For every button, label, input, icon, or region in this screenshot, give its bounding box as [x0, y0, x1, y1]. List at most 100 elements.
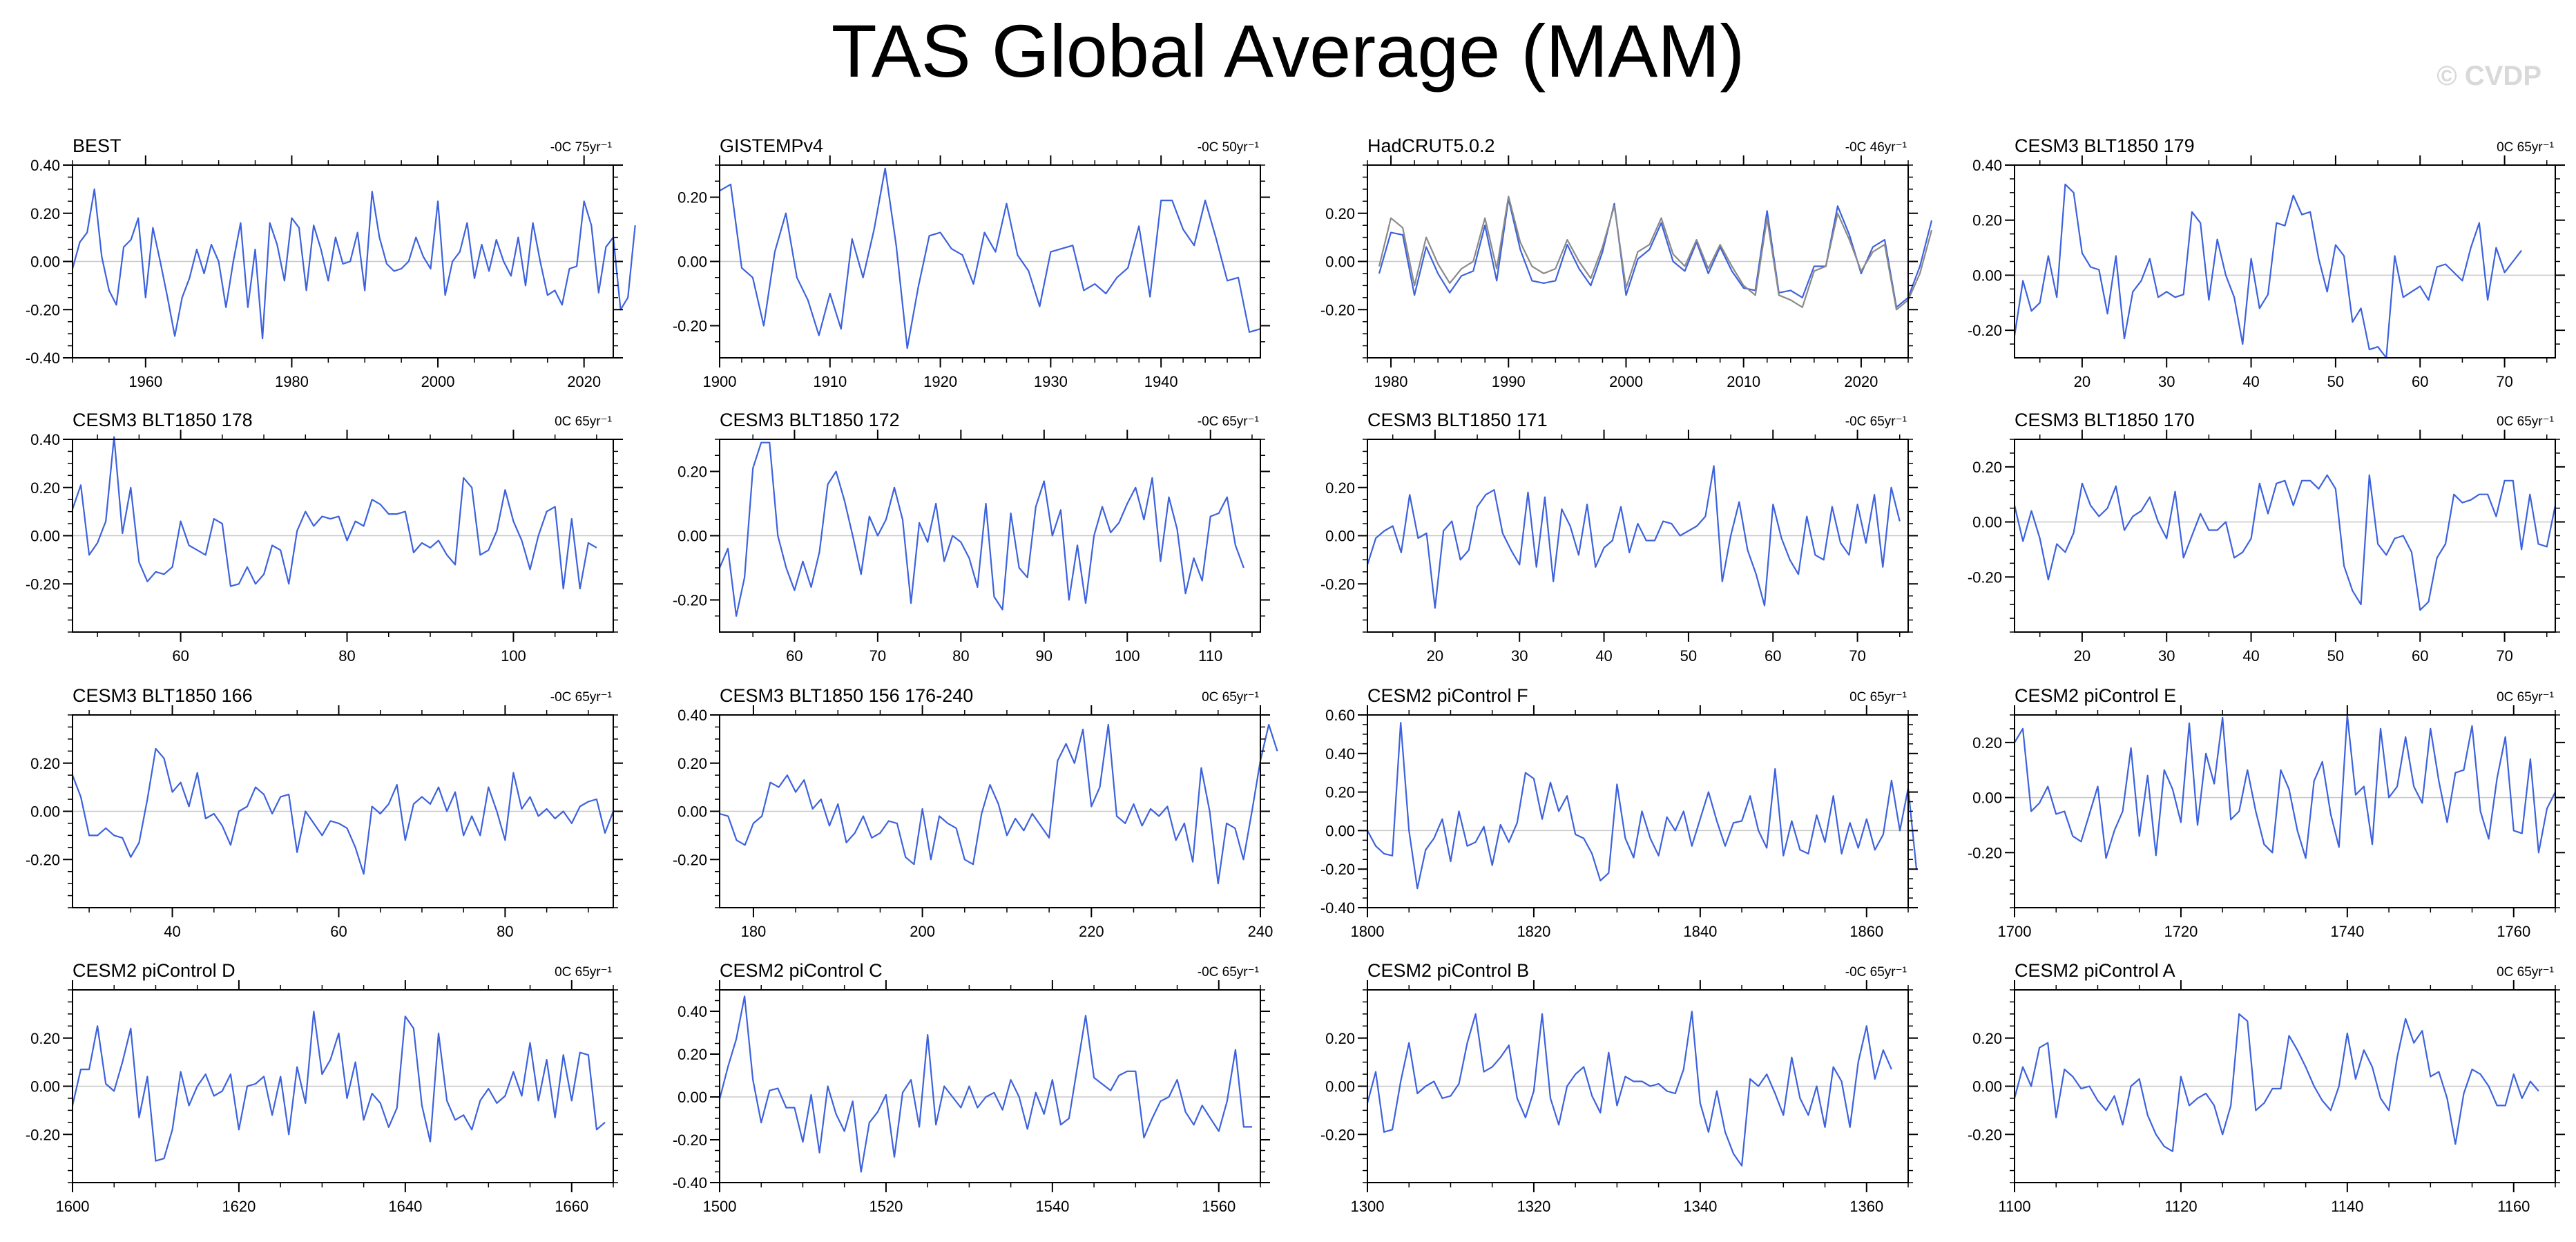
x-tick-label: 240	[1248, 923, 1273, 940]
series-line	[71, 436, 597, 590]
x-tick-label: 80	[497, 923, 513, 940]
panel-title: CESM2 piControl C	[720, 960, 883, 981]
x-tick-label: 60	[2412, 373, 2428, 390]
x-tick-label: 80	[338, 647, 355, 665]
x-tick-label: 1960	[128, 373, 162, 390]
x-tick-label: 1900	[703, 373, 737, 390]
y-tick-label: 0.20	[30, 479, 60, 497]
x-tick-label: 50	[2327, 373, 2344, 390]
x-tick-label: 60	[330, 923, 347, 940]
y-tick-label: 0.20	[30, 1030, 60, 1047]
y-tick-label: 0.20	[30, 205, 60, 222]
x-tick-label: 80	[952, 647, 969, 665]
trend-label: 0C 65yr⁻¹	[555, 965, 612, 980]
chart-panel: CESM3 BLT1850 166 -0C 65yr⁻¹ -0.20 0.00 0.20…	[26, 685, 623, 940]
panel-title: CESM3 BLT1850 172	[720, 410, 900, 430]
x-tick-label: 1980	[275, 373, 309, 390]
trend-label: 0C 65yr⁻¹	[1202, 690, 1259, 705]
x-tick-label: 1930	[1034, 373, 1068, 390]
x-tick-label: 70	[1849, 647, 1865, 665]
y-tick-label: 0.40	[30, 157, 60, 174]
y-tick-label: 0.20	[30, 755, 60, 772]
series-line	[71, 1011, 606, 1162]
x-tick-label: 2020	[567, 373, 601, 390]
series-line	[71, 747, 615, 875]
x-tick-label: 1720	[2164, 923, 2198, 940]
series-line	[2014, 714, 2556, 859]
chart-panel: CESM3 BLT1850 178 0C 65yr⁻¹ -0.20 0.00 0.20 0…	[26, 410, 623, 665]
panel-title: HadCRUT5.0.2	[1367, 135, 1495, 156]
x-tick-label: 1600	[56, 1198, 90, 1215]
x-tick-label: 1980	[1374, 373, 1408, 390]
y-tick-label: -0.20	[1320, 575, 1355, 593]
trend-label: 0C 65yr⁻¹	[2497, 965, 2554, 980]
y-tick-label: 0.20	[677, 1046, 707, 1063]
x-tick-label: 20	[2074, 373, 2090, 390]
y-tick-label: -0.20	[673, 592, 707, 609]
x-tick-label: 40	[2242, 373, 2259, 390]
x-tick-label: 1800	[1351, 923, 1385, 940]
x-tick-label: 1320	[1517, 1198, 1550, 1215]
x-tick-label: 50	[2327, 647, 2344, 665]
x-tick-label: 1360	[1849, 1198, 1883, 1215]
y-tick-label: -0.20	[26, 851, 60, 868]
y-tick-label: 0.00	[1325, 528, 1355, 545]
plot-frame	[2014, 439, 2556, 633]
x-tick-label: 1340	[1683, 1198, 1717, 1215]
x-tick-label: 60	[786, 647, 802, 665]
trend-label: 0C 65yr⁻¹	[2497, 414, 2554, 429]
y-tick-label: -0.20	[26, 1126, 60, 1143]
y-tick-label: 0.00	[1325, 1078, 1355, 1096]
x-tick-label: 1700	[1998, 923, 2032, 940]
trend-label: 0C 65yr⁻¹	[555, 414, 612, 429]
x-tick-label: 1160	[2497, 1198, 2530, 1215]
y-tick-label: -0.20	[673, 318, 707, 335]
panel-title: CESM2 piControl E	[2015, 685, 2176, 706]
y-tick-label: -0.20	[1968, 322, 2002, 339]
x-tick-label: 2000	[421, 373, 455, 390]
x-tick-label: 220	[1079, 923, 1104, 940]
y-tick-label: 0.00	[677, 1089, 707, 1106]
x-tick-label: 40	[1595, 647, 1612, 665]
series-line	[1378, 198, 1933, 308]
x-tick-label: 70	[869, 647, 886, 665]
y-tick-label: -0.20	[1968, 569, 2002, 586]
x-tick-label: 30	[1511, 647, 1528, 665]
chart-panel: CESM2 piControl E 0C 65yr⁻¹ -0.20 0.00 0.20 1…	[1968, 685, 2565, 940]
x-tick-label: 200	[910, 923, 935, 940]
trend-label: 0C 65yr⁻¹	[1849, 690, 1907, 705]
y-tick-label: 0.20	[677, 755, 707, 772]
panel-title: CESM3 BLT1850 166	[73, 685, 253, 706]
y-tick-label: 0.20	[677, 189, 707, 207]
x-tick-label: 60	[2412, 647, 2428, 665]
panel-title: CESM3 BLT1850 179	[2015, 135, 2195, 156]
x-tick-label: 2010	[1727, 373, 1760, 390]
chart-panel: CESM2 piControl A 0C 65yr⁻¹ -0.20 0.00 0.20 1…	[1968, 960, 2565, 1215]
x-tick-label: 40	[164, 923, 180, 940]
y-tick-label: 0.20	[677, 464, 707, 481]
y-tick-label: 0.40	[1325, 745, 1355, 763]
x-tick-label: 1740	[2330, 923, 2364, 940]
panel-title: BEST	[73, 135, 122, 156]
chart-panel: CESM3 BLT1850 171 -0C 65yr⁻¹ -0.20 0.00 0.20…	[1320, 410, 1918, 665]
y-tick-label: 0.40	[30, 431, 60, 448]
x-tick-label: 20	[1427, 647, 1443, 665]
x-tick-label: 100	[1115, 647, 1140, 665]
x-tick-label: 70	[2496, 373, 2512, 390]
chart-panel: CESM3 BLT1850 172 -0C 65yr⁻¹ -0.20 0.00 0.20…	[673, 410, 1270, 665]
x-tick-label: 1640	[388, 1198, 422, 1215]
y-tick-label: 0.00	[1972, 790, 2002, 807]
trend-label: -0C 65yr⁻¹	[1845, 414, 1907, 429]
y-tick-label: -0.20	[1320, 1126, 1355, 1143]
panel-title: CESM3 BLT1850 178	[73, 410, 253, 430]
y-tick-label: 0.00	[30, 528, 60, 545]
x-tick-label: 60	[1765, 647, 1781, 665]
chart-panel: CESM3 BLT1850 156 176-240 0C 65yr⁻¹ -0.20 0…	[673, 685, 1278, 940]
series-line	[719, 723, 1278, 885]
trend-label: -0C 65yr⁻¹	[1845, 965, 1907, 980]
panel-title: CESM2 piControl A	[2015, 960, 2175, 981]
y-tick-label: 0.40	[1972, 157, 2002, 174]
x-tick-label: 1860	[1849, 923, 1883, 940]
trend-label: -0C 65yr⁻¹	[1198, 965, 1259, 980]
x-tick-label: 30	[2158, 647, 2175, 665]
